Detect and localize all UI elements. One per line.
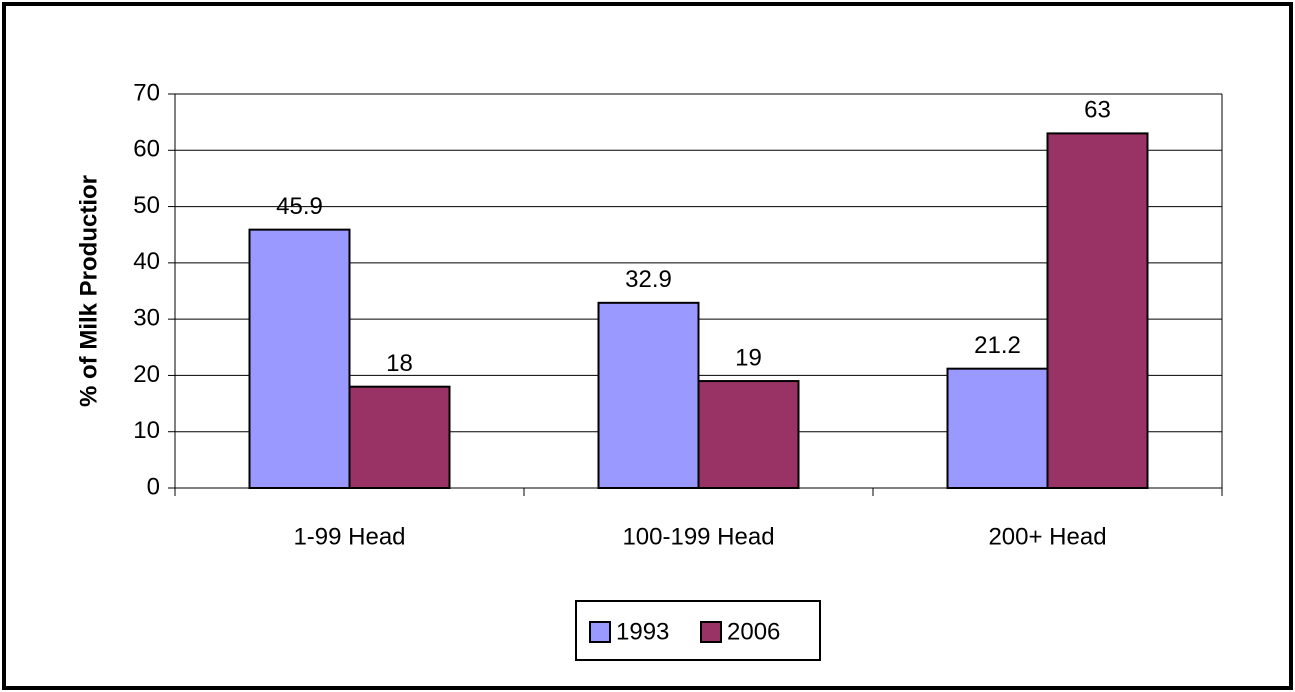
data-label: 63 — [1084, 97, 1111, 124]
data-label: 32.9 — [625, 266, 672, 293]
legend-label: 1993 — [616, 618, 669, 645]
y-tick-label: 30 — [133, 304, 160, 331]
data-label: 45.9 — [276, 193, 323, 220]
bar — [348, 385, 451, 489]
x-tick-label: 1-99 Head — [293, 523, 405, 550]
bar — [597, 301, 700, 489]
y-axis-title: % of Milk Productior — [75, 175, 102, 407]
y-tick-label: 40 — [133, 248, 160, 275]
legend-label: 2006 — [727, 618, 780, 645]
x-tick-label: 100-199 Head — [622, 523, 774, 550]
y-tick-label: 70 — [133, 79, 160, 106]
data-label: 18 — [386, 350, 413, 377]
y-tick-label: 60 — [133, 136, 160, 163]
data-label: 19 — [735, 344, 762, 371]
y-tick-label: 0 — [147, 473, 160, 500]
bar — [946, 367, 1049, 489]
bar — [248, 228, 351, 490]
data-label: 21.2 — [974, 332, 1021, 359]
legend-box — [575, 600, 821, 661]
x-tick-label: 200+ Head — [988, 523, 1106, 550]
y-tick-label: 20 — [133, 361, 160, 388]
legend-swatch — [589, 621, 611, 643]
y-tick-label: 50 — [133, 192, 160, 219]
bar — [697, 380, 800, 489]
legend-swatch — [700, 621, 722, 643]
y-tick-label: 10 — [133, 417, 160, 444]
bar — [1046, 132, 1149, 489]
